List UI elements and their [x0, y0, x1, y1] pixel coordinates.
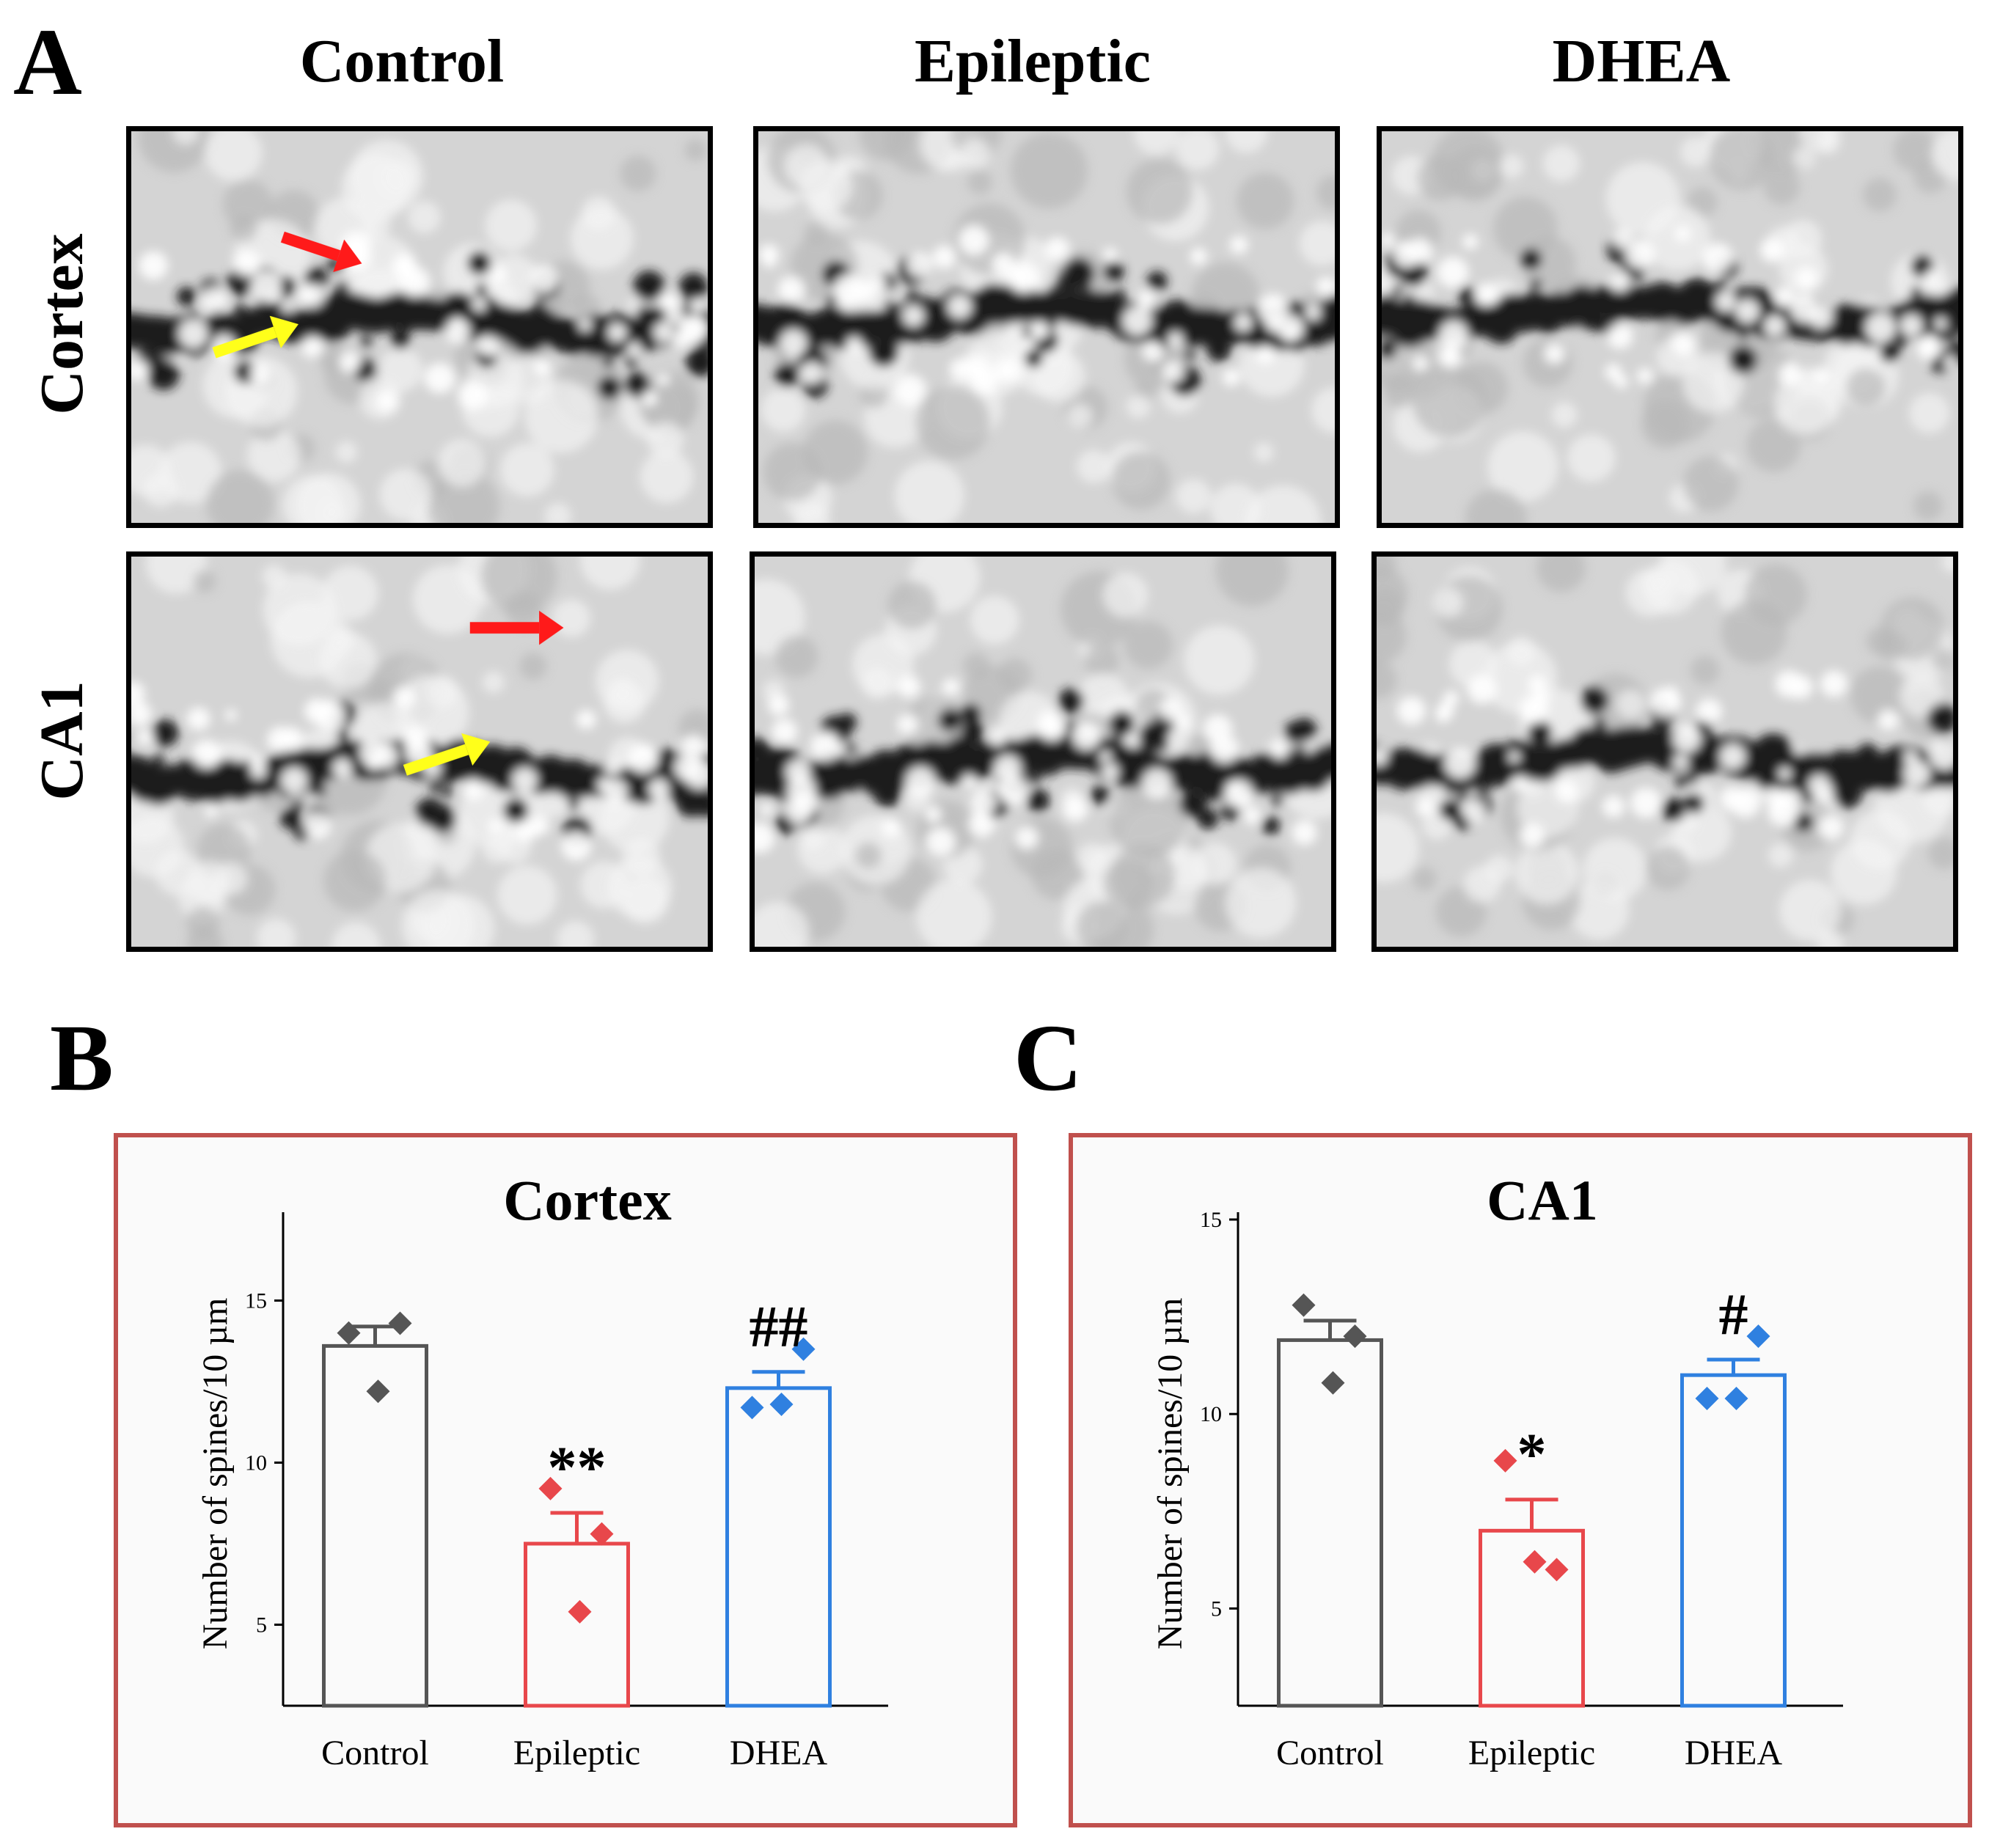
micrograph-ca1-dhea [1371, 551, 1958, 952]
micrograph-image [1382, 131, 1958, 523]
chart-frame-ca1: CA1 Number of spines/10 µm 5 10 15 Control * Ep… [1069, 1133, 1972, 1827]
column-header-epileptic: Epileptic [914, 27, 1151, 95]
x-tick-label: Epileptic [1468, 1734, 1595, 1772]
significance-label: ** [548, 1436, 607, 1500]
y-axis-label: Number of spines/10 µm [196, 1298, 235, 1650]
x-tick-label: Control [321, 1734, 429, 1772]
panel-a-letter: A [13, 10, 82, 115]
x-tick-label: Control [1276, 1734, 1384, 1772]
x-tick-label: Epileptic [513, 1734, 640, 1772]
spine-arrow-icon [280, 231, 362, 272]
data-point [791, 1337, 816, 1361]
panel-b-letter: B [50, 1005, 114, 1111]
spine-arrow-icon [469, 610, 564, 645]
data-point [1343, 1324, 1367, 1349]
y-tick-label: 15 [245, 1289, 267, 1313]
bar-dhea [725, 1386, 832, 1708]
data-point [1321, 1371, 1345, 1395]
data-point [337, 1321, 361, 1345]
micrograph-ca1-epileptic [750, 551, 1336, 952]
data-point [769, 1392, 794, 1416]
data-point [1545, 1558, 1569, 1582]
panel-c-letter: C [1014, 1005, 1083, 1111]
y-tick-label: 5 [256, 1613, 267, 1638]
y-tick-label: 15 [1200, 1208, 1222, 1232]
micrograph-image [755, 557, 1331, 947]
chart-ca1: CA1 Number of spines/10 µm 5 10 15 Control * Ep… [1151, 1168, 1843, 1772]
y-tick-label: 5 [1211, 1596, 1222, 1621]
dendrite-arrow-icon [403, 733, 491, 776]
micrograph-image [758, 131, 1335, 523]
column-header-dhea: DHEA [1552, 27, 1731, 95]
data-point [388, 1311, 412, 1335]
data-point [740, 1396, 764, 1420]
significance-label: ## [750, 1295, 808, 1360]
chart-cortex: Cortex Number of spines/10 µm 5 10 15 Control… [196, 1168, 888, 1772]
micrograph-image [131, 557, 708, 947]
bar-dhea [1680, 1373, 1787, 1708]
chart-frame-cortex: Cortex Number of spines/10 µm 5 10 15 Control… [114, 1133, 1017, 1827]
micrograph-cortex-dhea [1377, 126, 1963, 528]
x-tick-label: DHEA [1685, 1734, 1783, 1772]
significance-label: * [1517, 1423, 1547, 1487]
data-point [1695, 1386, 1719, 1410]
micrograph-cortex-epileptic [753, 126, 1340, 528]
data-point [568, 1599, 592, 1624]
data-point [590, 1522, 614, 1546]
chart-title: CA1 [1487, 1168, 1598, 1232]
data-point [1523, 1550, 1547, 1574]
bar-epileptic [1479, 1528, 1585, 1708]
data-point [1292, 1293, 1316, 1317]
bar-control [1277, 1338, 1383, 1708]
data-point [366, 1379, 390, 1404]
significance-label: # [1719, 1283, 1748, 1347]
y-tick-label: 10 [245, 1451, 267, 1475]
chart-title: Cortex [503, 1168, 672, 1232]
row-header-ca1: CA1 [28, 681, 96, 801]
y-axis-label: Number of spines/10 µm [1151, 1298, 1190, 1650]
row-header-cortex: Cortex [28, 233, 96, 415]
data-point [1746, 1324, 1770, 1349]
column-header-control: Control [299, 27, 505, 95]
x-tick-label: DHEA [730, 1734, 828, 1772]
data-point [538, 1476, 563, 1500]
dendrite-arrow-icon [212, 315, 298, 359]
micrograph-image [131, 131, 708, 523]
data-point [1724, 1386, 1748, 1410]
bar-epileptic [524, 1541, 630, 1708]
micrograph-image [1377, 557, 1953, 947]
data-point [1493, 1448, 1517, 1473]
y-tick-label: 10 [1200, 1402, 1222, 1426]
micrograph-cortex-control [126, 126, 713, 528]
micrograph-ca1-control [126, 551, 713, 952]
